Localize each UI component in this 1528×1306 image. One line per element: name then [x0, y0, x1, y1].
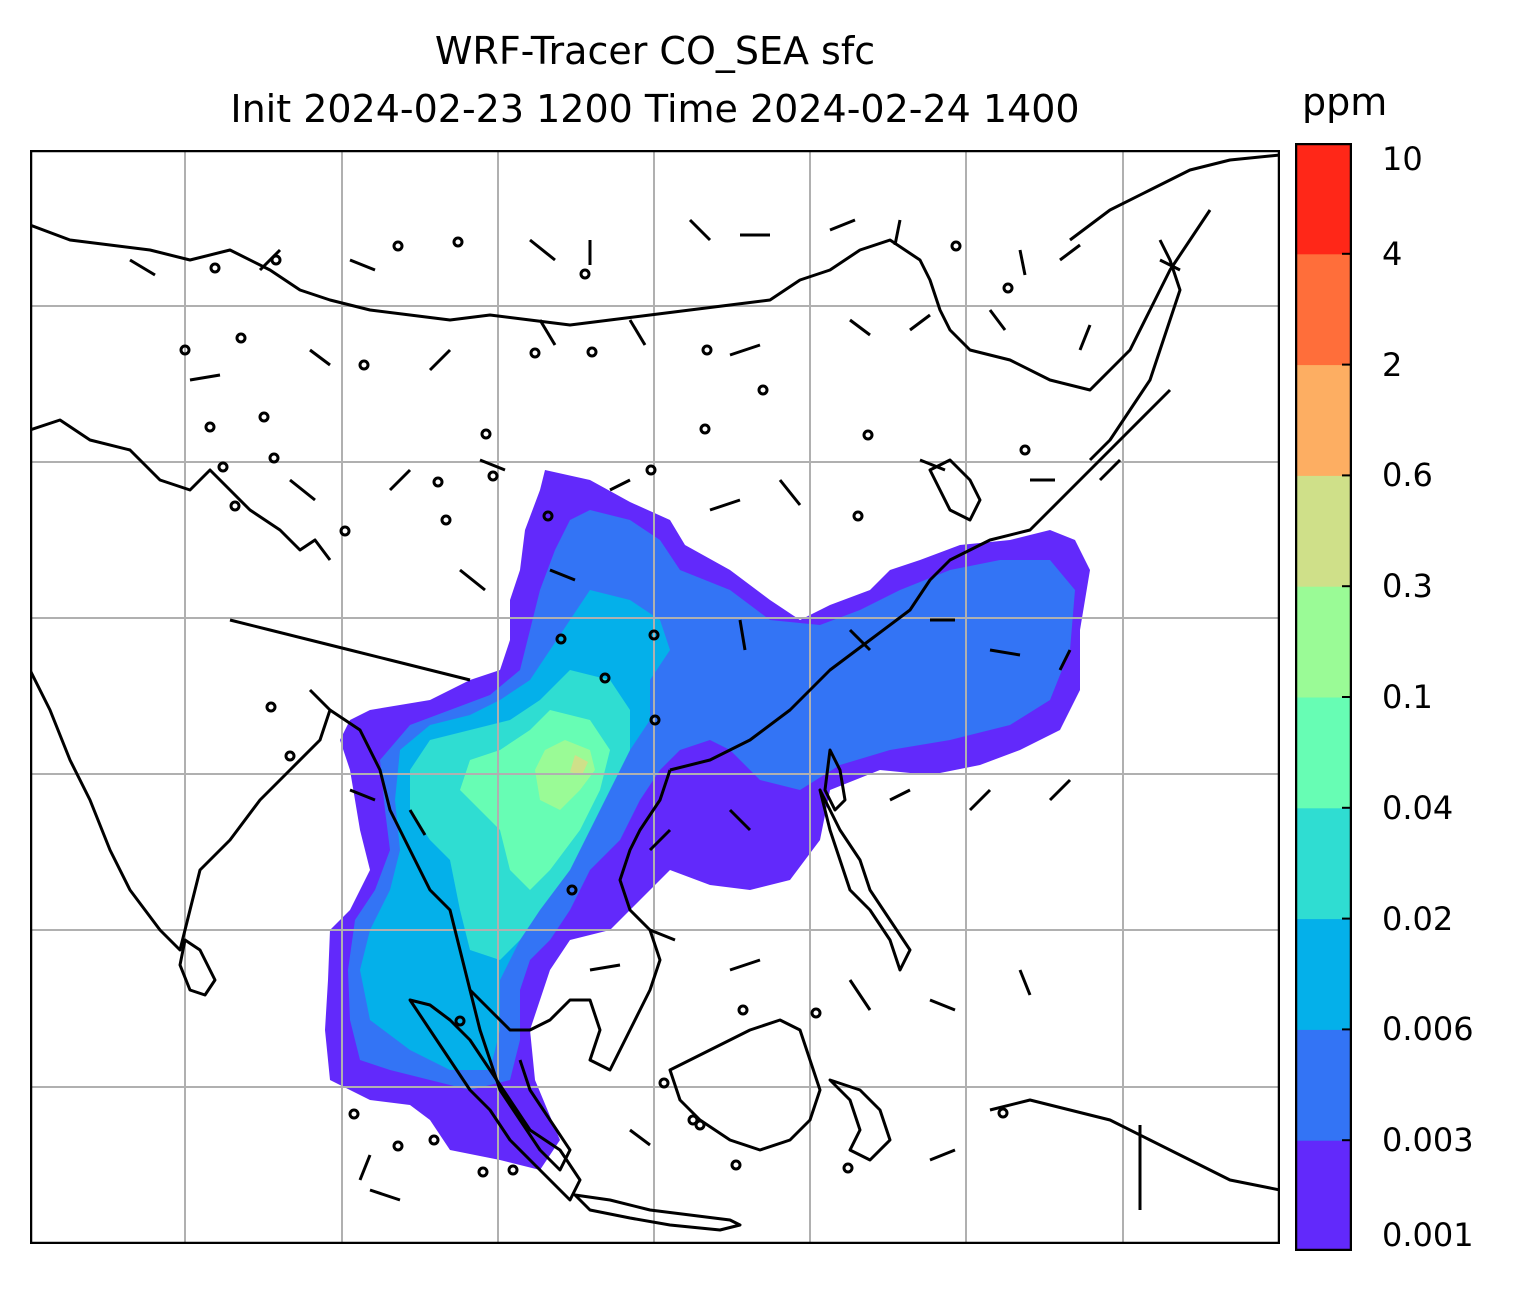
coastlines: [28, 153, 1281, 1232]
tracer-band-0.3: [570, 755, 588, 775]
colorbar: [1294, 142, 1353, 1252]
tracer-band-0.003: [348, 510, 1075, 1090]
map-svg: [28, 149, 1281, 1245]
japan: [1088, 239, 1182, 462]
new-guinea: [989, 1098, 1281, 1210]
colorbar-svg: [1294, 142, 1353, 1252]
borneo: [668, 1018, 822, 1152]
colorbar-segment: [1295, 1029, 1352, 1141]
taiwan: [823, 748, 847, 812]
inner-border: [229, 618, 471, 682]
colorbar-tick-label: 0.02: [1382, 899, 1454, 938]
colorbar-tick-label: 0.006: [1382, 1010, 1474, 1049]
map-title-line2: Init 2024-02-23 1200 Time 2024-02-24 140…: [230, 87, 1080, 131]
china-coast: [669, 388, 1172, 772]
sumatra: [408, 998, 582, 1202]
sri-lanka: [178, 938, 217, 997]
java: [573, 1193, 742, 1232]
indochina-coast: [329, 708, 672, 1072]
colorbar-tick-label: 10: [1382, 140, 1423, 178]
colorbar-tick-label: 0.04: [1382, 788, 1454, 827]
himalaya-border: [29, 418, 332, 561]
colorbar-segment: [1295, 807, 1352, 920]
colorbar-unit-label: ppm: [1302, 80, 1388, 124]
kamchatka-coast: [1069, 153, 1281, 242]
colorbar-segment: [1295, 918, 1352, 1030]
colorbar-segment: [1295, 143, 1352, 255]
calm-markers: [179, 236, 1031, 1178]
northern-border: [29, 209, 1212, 392]
colorbar-segment: [1295, 697, 1352, 809]
map-title-line1: WRF-Tracer CO_SEA sfc: [434, 29, 876, 73]
colorbar-tick-label: 4: [1382, 234, 1403, 273]
colorbar-tick-label: 0.3: [1382, 567, 1433, 606]
colorbar-tick-label: 0.003: [1382, 1121, 1474, 1160]
colorbar-tick-label: 0.6: [1382, 456, 1433, 495]
colorbar-segment: [1295, 1140, 1352, 1252]
colorbar-segment: [1295, 253, 1352, 366]
india-coast: [28, 669, 332, 952]
wind-barbs: [129, 218, 1181, 1202]
colorbar-segment: [1295, 586, 1352, 698]
colorbar-tick-label: 0.1: [1382, 678, 1433, 716]
sulawesi: [828, 1078, 892, 1162]
colorbar-tick-label: 0.001: [1382, 1216, 1474, 1254]
korea: [928, 458, 982, 522]
colorbar-segment: [1295, 364, 1352, 476]
map-border: [29, 149, 1281, 1245]
tracer-field: [325, 470, 1090, 1170]
colorbar-tick-label: 2: [1382, 345, 1403, 384]
malay-peninsula: [468, 989, 572, 1172]
map-panel: [28, 149, 1281, 1245]
philippines: [818, 788, 912, 972]
colorbar-segment: [1295, 475, 1352, 587]
